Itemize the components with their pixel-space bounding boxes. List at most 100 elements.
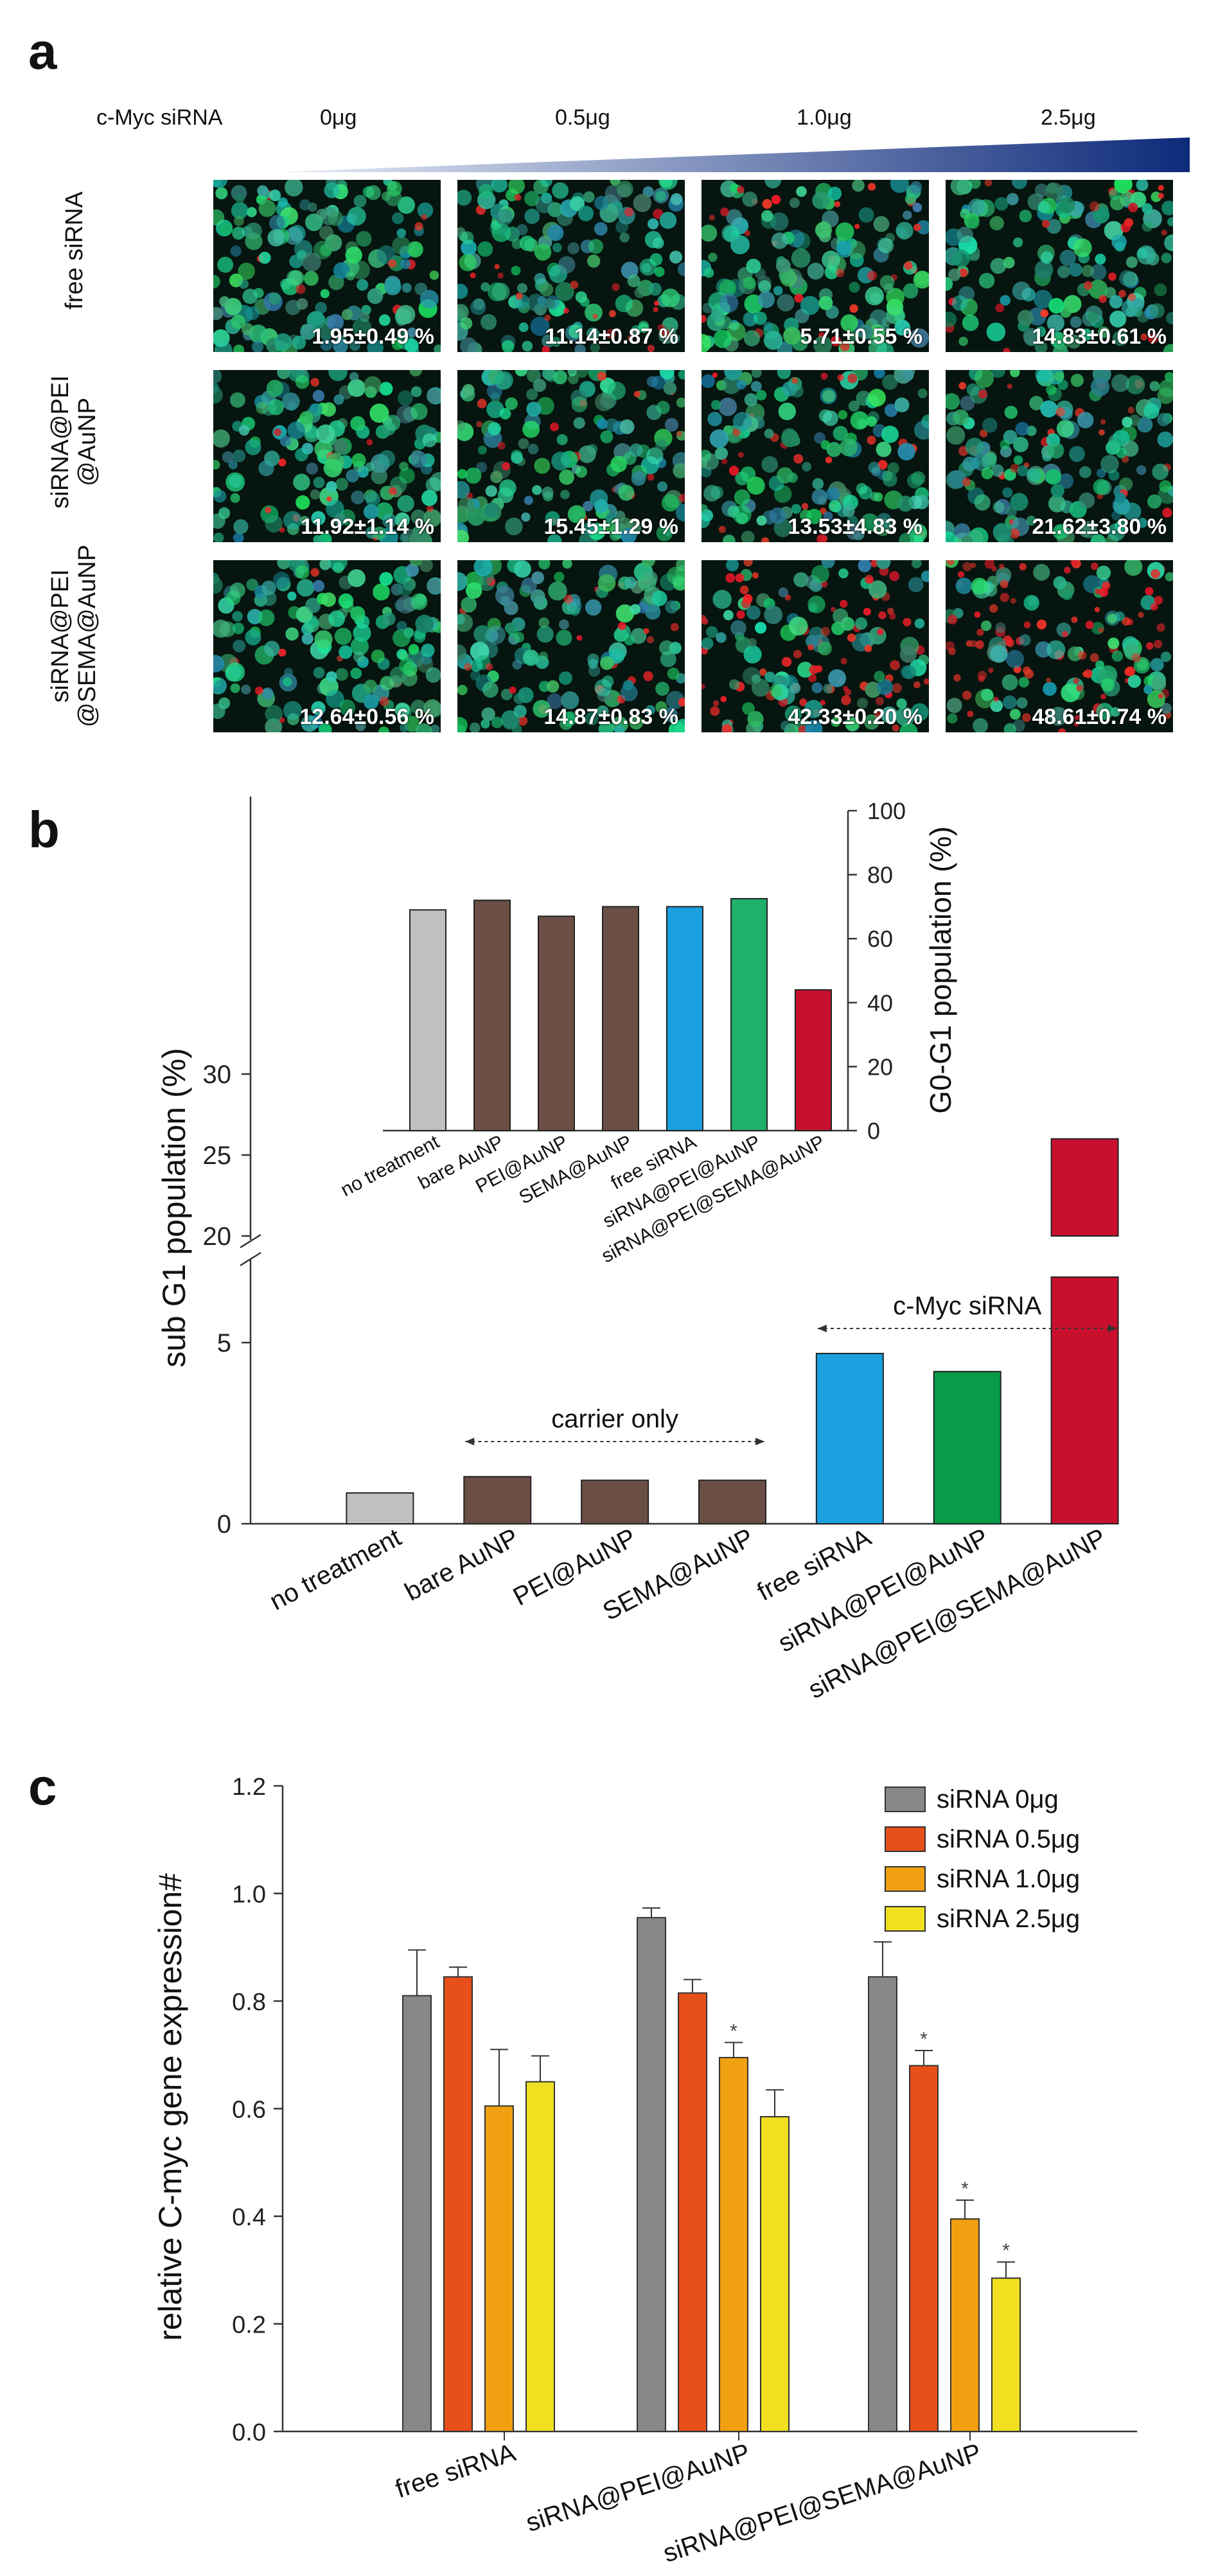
row-label-1-line-1: @AuNP [74,398,101,486]
live-cell [773,286,783,296]
live-cell [219,296,230,307]
live-cell [989,216,1004,231]
live-cell [805,719,823,732]
dose-label-0: 0μg [320,105,357,130]
live-cell [1116,447,1127,459]
live-cell [321,402,336,417]
live-cell [890,180,909,193]
row-label-sirna-pei-aunp: siRNA@PEI @AuNP [47,352,105,532]
live-cell [833,608,849,624]
live-cell [838,410,848,419]
live-cell [1019,634,1031,646]
dead-cell [366,439,373,446]
dead-cell [1007,384,1012,389]
percent-label: 15.45±1.29 % [543,515,678,539]
live-cell [404,339,419,352]
dead-cell [709,215,715,220]
live-cell [743,667,761,685]
live-cell [651,590,667,606]
live-cell [811,682,823,694]
live-cell [397,495,414,513]
live-cell [743,330,760,347]
dead-cell [816,534,827,542]
live-cell [232,611,243,622]
live-cell [287,591,297,601]
dead-cell [477,398,487,409]
live-cell [526,389,538,400]
live-cell [560,490,570,500]
live-cell [583,522,597,535]
live-cell [950,180,969,196]
live-cell [655,701,667,713]
dead-cell [759,668,767,676]
live-cell [857,324,873,340]
dead-cell [654,301,660,306]
live-cell [1107,613,1117,624]
live-cell [764,428,774,439]
dead-cell [799,698,807,707]
live-cell [667,667,680,680]
live-cell [384,278,402,296]
dead-cell [815,665,823,673]
dead-cell [793,649,802,658]
live-cell [332,439,348,455]
live-cell [1109,310,1127,328]
live-cell [400,259,411,269]
live-cell [785,676,795,686]
live-cell [301,633,313,645]
live-cell [708,252,718,262]
live-cell [910,328,929,348]
live-cell [334,628,352,645]
live-cell [345,246,362,264]
live-cell [419,290,439,309]
live-cell [490,470,503,484]
dead-cell [1090,201,1100,212]
row-label-0-line-0: free siRNA [61,191,88,310]
live-cell [394,512,410,527]
dead-cell [1085,621,1094,630]
dead-cell [1074,714,1081,721]
live-cell [911,560,922,569]
panel-a-letter: a [28,22,57,80]
percent-label: 42.33±0.20 % [788,705,922,729]
live-cell [1018,676,1029,688]
live-cell [333,338,348,352]
dead-cell [563,308,569,314]
live-cell [921,570,929,583]
live-cell [1062,589,1073,601]
dead-cell [720,696,727,703]
dead-cell [875,696,885,706]
live-cell [811,489,827,505]
live-cell [567,370,577,376]
live-cell [363,694,379,710]
live-cell [860,513,879,533]
live-cell [560,711,576,727]
live-cell [758,280,772,294]
dead-cell [310,568,319,577]
live-cell [258,609,275,626]
live-cell [378,314,391,326]
live-cell [373,526,386,540]
live-cell [457,420,465,430]
dead-cell [497,272,504,279]
dead-cell [966,640,973,647]
live-cell [517,283,528,294]
live-cell [1079,492,1095,509]
live-cell [1034,260,1054,279]
live-cell [914,618,925,629]
inset-bar-5 [730,897,768,1131]
live-cell [619,232,630,243]
live-cell [730,235,750,254]
dead-cell [278,648,287,657]
dead-cell [1000,579,1009,588]
live-cell [1165,372,1173,382]
significance-marker: * [730,2020,737,2042]
live-cell [314,630,333,649]
live-cell [306,463,319,475]
live-cell [491,716,503,728]
dead-cell [889,613,896,620]
live-cell [461,231,474,245]
dead-cell [1040,309,1048,317]
live-cell [818,296,833,310]
live-cell [669,251,682,264]
